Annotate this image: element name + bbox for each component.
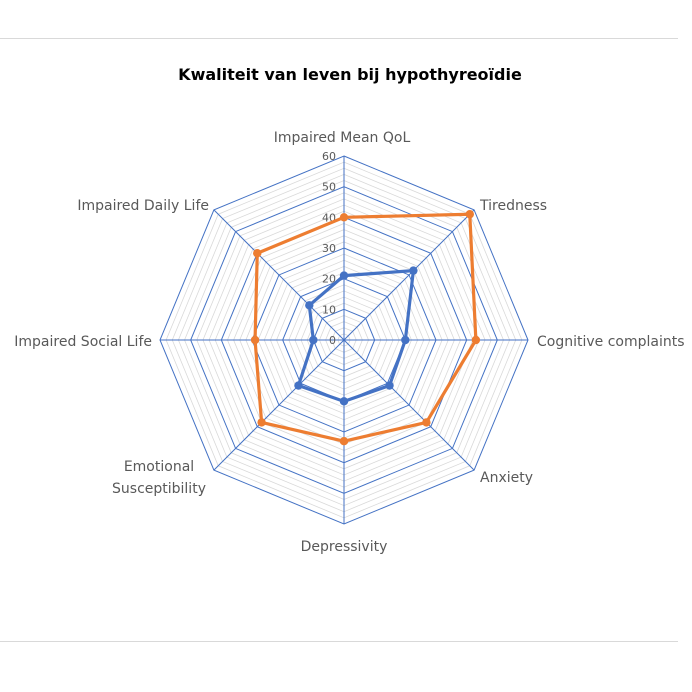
series-1-point (409, 266, 418, 275)
spoke-line (213, 209, 345, 341)
series-2-point (339, 437, 349, 446)
spoke-line (343, 209, 475, 341)
series-1-point (385, 381, 394, 390)
category-label: Impaired Mean QoL (274, 130, 411, 146)
chart-title: Kwaliteit van leven bij hypothyreoïdie (178, 65, 522, 84)
series-2-point (257, 418, 266, 427)
series-1-point (339, 271, 349, 280)
category-label-line: Susceptibility (112, 481, 206, 497)
series-2-point (253, 249, 262, 258)
category-label: Impaired Daily Life (77, 198, 209, 214)
category-label: Emotional Susceptibility (112, 459, 206, 497)
series-1-point (305, 301, 314, 310)
series-2-point (339, 213, 349, 222)
bottom-divider (0, 641, 678, 642)
spoke-line (343, 339, 475, 471)
category-labels: Impaired Mean QoL Tiredness Cognitive comp… (14, 130, 684, 555)
radial-tick-label: 50 (322, 181, 336, 194)
spoke-line (213, 339, 345, 471)
series-1-point (294, 381, 303, 390)
series-2-point (422, 418, 431, 427)
series-2-point (250, 335, 260, 345)
category-label: Tiredness (479, 198, 547, 214)
top-divider (0, 38, 678, 39)
radial-tick-label: 0 (329, 334, 336, 347)
radial-tick-label: 10 (322, 303, 336, 316)
series-layer (250, 210, 481, 446)
category-label-line: Emotional (124, 459, 194, 475)
radial-tick-label: 30 (322, 242, 336, 255)
series-2-point (471, 335, 481, 345)
category-label: Anxiety (480, 470, 533, 486)
category-label: Depressivity (301, 539, 388, 555)
radial-tick-label: 20 (322, 273, 336, 286)
radial-tick-label: 60 (322, 150, 336, 163)
series-1-point (309, 335, 318, 345)
category-label: Impaired Social Life (14, 334, 152, 350)
series-1-point (401, 335, 410, 345)
series-1-point (339, 397, 349, 406)
category-label: Cognitive complaints (537, 334, 685, 350)
series-2-point (465, 210, 474, 219)
